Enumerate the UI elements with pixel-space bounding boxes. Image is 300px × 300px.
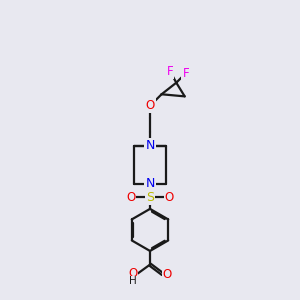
Text: N: N: [145, 139, 155, 152]
Text: F: F: [182, 67, 189, 80]
Text: O: O: [163, 268, 172, 281]
Text: S: S: [146, 191, 154, 204]
Text: F: F: [167, 64, 173, 78]
Text: O: O: [126, 191, 135, 204]
Text: O: O: [165, 191, 174, 204]
Text: O: O: [146, 99, 154, 112]
Text: H: H: [129, 276, 136, 286]
Text: O: O: [128, 267, 137, 280]
Text: N: N: [145, 177, 155, 190]
